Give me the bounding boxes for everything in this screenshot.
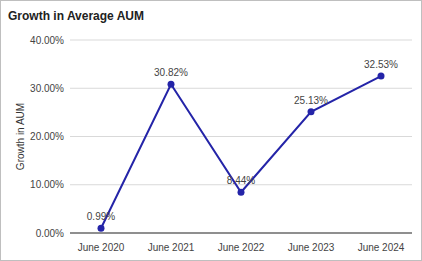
data-label: 25.13% bbox=[294, 95, 328, 106]
plot-area bbox=[98, 73, 385, 232]
y-tick-label: 40.00% bbox=[30, 35, 64, 46]
data-label: 0.99% bbox=[87, 211, 115, 222]
y-tick-label: 10.00% bbox=[30, 179, 64, 190]
frame bbox=[1, 1, 422, 261]
series-line bbox=[101, 76, 381, 228]
y-tick-label: 20.00% bbox=[30, 131, 64, 142]
x-tick-label: June 2022 bbox=[218, 242, 265, 253]
data-point bbox=[168, 81, 175, 88]
data-label: 32.53% bbox=[364, 59, 398, 70]
x-tick-label: June 2021 bbox=[148, 242, 195, 253]
x-tick-label: June 2023 bbox=[288, 242, 335, 253]
chart-container: Growth in Average AUM Growth in AUM 0.00% 1… bbox=[0, 0, 422, 261]
data-label: 8.44% bbox=[227, 175, 255, 186]
grid-line bbox=[70, 233, 412, 234]
grid-line bbox=[70, 88, 412, 89]
data-point bbox=[98, 225, 105, 232]
data-label: 30.82% bbox=[154, 67, 188, 78]
data-point bbox=[238, 189, 245, 196]
grid-line bbox=[70, 40, 412, 41]
x-tick-label: June 2024 bbox=[358, 242, 405, 253]
title: Growth in Average AUM bbox=[8, 9, 144, 23]
y-axis-label: Growth in AUM bbox=[15, 103, 26, 170]
chart-svg: Growth in Average AUM Growth in AUM 0.00% 1… bbox=[0, 0, 422, 261]
data-point bbox=[378, 73, 385, 80]
x-axis-line bbox=[70, 233, 412, 234]
grid-line bbox=[70, 136, 412, 137]
y-tick-label: 30.00% bbox=[30, 83, 64, 94]
data-point bbox=[308, 108, 315, 115]
x-tick-label: June 2020 bbox=[78, 242, 125, 253]
y-tick-label: 0.00% bbox=[36, 228, 64, 239]
